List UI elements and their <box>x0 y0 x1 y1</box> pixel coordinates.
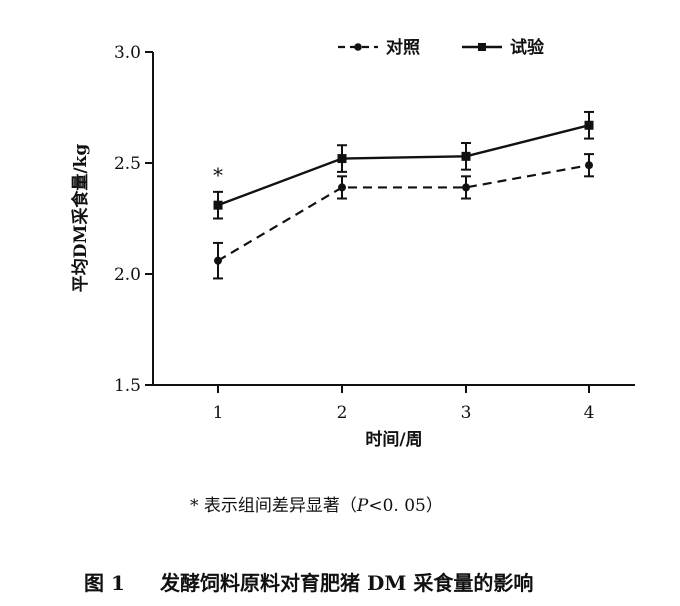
legend-marker-control <box>354 43 362 51</box>
legend-label-treatment: 试验 <box>510 37 545 58</box>
figure-caption-title: 发酵饲料原料对育肥猪 DM 采食量的影响 <box>159 571 533 595</box>
series-line-control <box>217 164 590 262</box>
x-axis-ticks: 1 2 3 4 <box>213 385 595 423</box>
data-point-treatment <box>461 151 471 161</box>
x-tick-label: 4 <box>584 403 595 423</box>
significance-note-p: P <box>356 496 369 516</box>
y-axis-ticks: 1.5 2.0 2.5 3.0 <box>114 43 153 396</box>
series-layer <box>213 110 594 280</box>
series-treatment <box>213 110 594 220</box>
y-tick-label: 2.0 <box>114 265 141 285</box>
series-control <box>213 153 594 280</box>
data-point-treatment <box>337 154 347 164</box>
y-tick-label: 3.0 <box>114 43 141 63</box>
data-point-treatment <box>584 120 594 130</box>
legend-marker-treatment <box>478 43 486 51</box>
legend-item-control: 对照 <box>338 37 420 58</box>
data-point-treatment <box>213 200 223 210</box>
annotation-layer: * <box>213 163 223 187</box>
significance-note: * 表示组间差异显著（P<0. 05） <box>190 496 443 516</box>
figure-caption-label: 图 1 <box>84 571 125 595</box>
significance-note-suffix: <0. 05） <box>368 496 443 516</box>
x-tick-label: 2 <box>337 403 348 423</box>
data-point-control <box>585 161 593 170</box>
x-tick-label: 3 <box>461 403 472 423</box>
y-tick-label: 2.5 <box>114 154 141 174</box>
series-line-treatment <box>217 124 590 207</box>
y-tick-label: 1.5 <box>114 376 141 396</box>
x-axis-title: 时间/周 <box>365 429 422 450</box>
data-point-control <box>214 256 222 265</box>
legend-item-treatment: 试验 <box>462 37 545 58</box>
data-point-control <box>338 183 346 192</box>
significance-note-prefix: * 表示组间差异显著（ <box>190 496 357 516</box>
y-axis-title: 平均DM采食量/kg <box>70 144 91 293</box>
legend: 对照 试验 <box>338 37 545 58</box>
data-point-control <box>462 183 470 192</box>
x-tick-label: 1 <box>213 403 224 423</box>
legend-label-control: 对照 <box>386 37 420 58</box>
significance-marker: * <box>213 163 223 187</box>
